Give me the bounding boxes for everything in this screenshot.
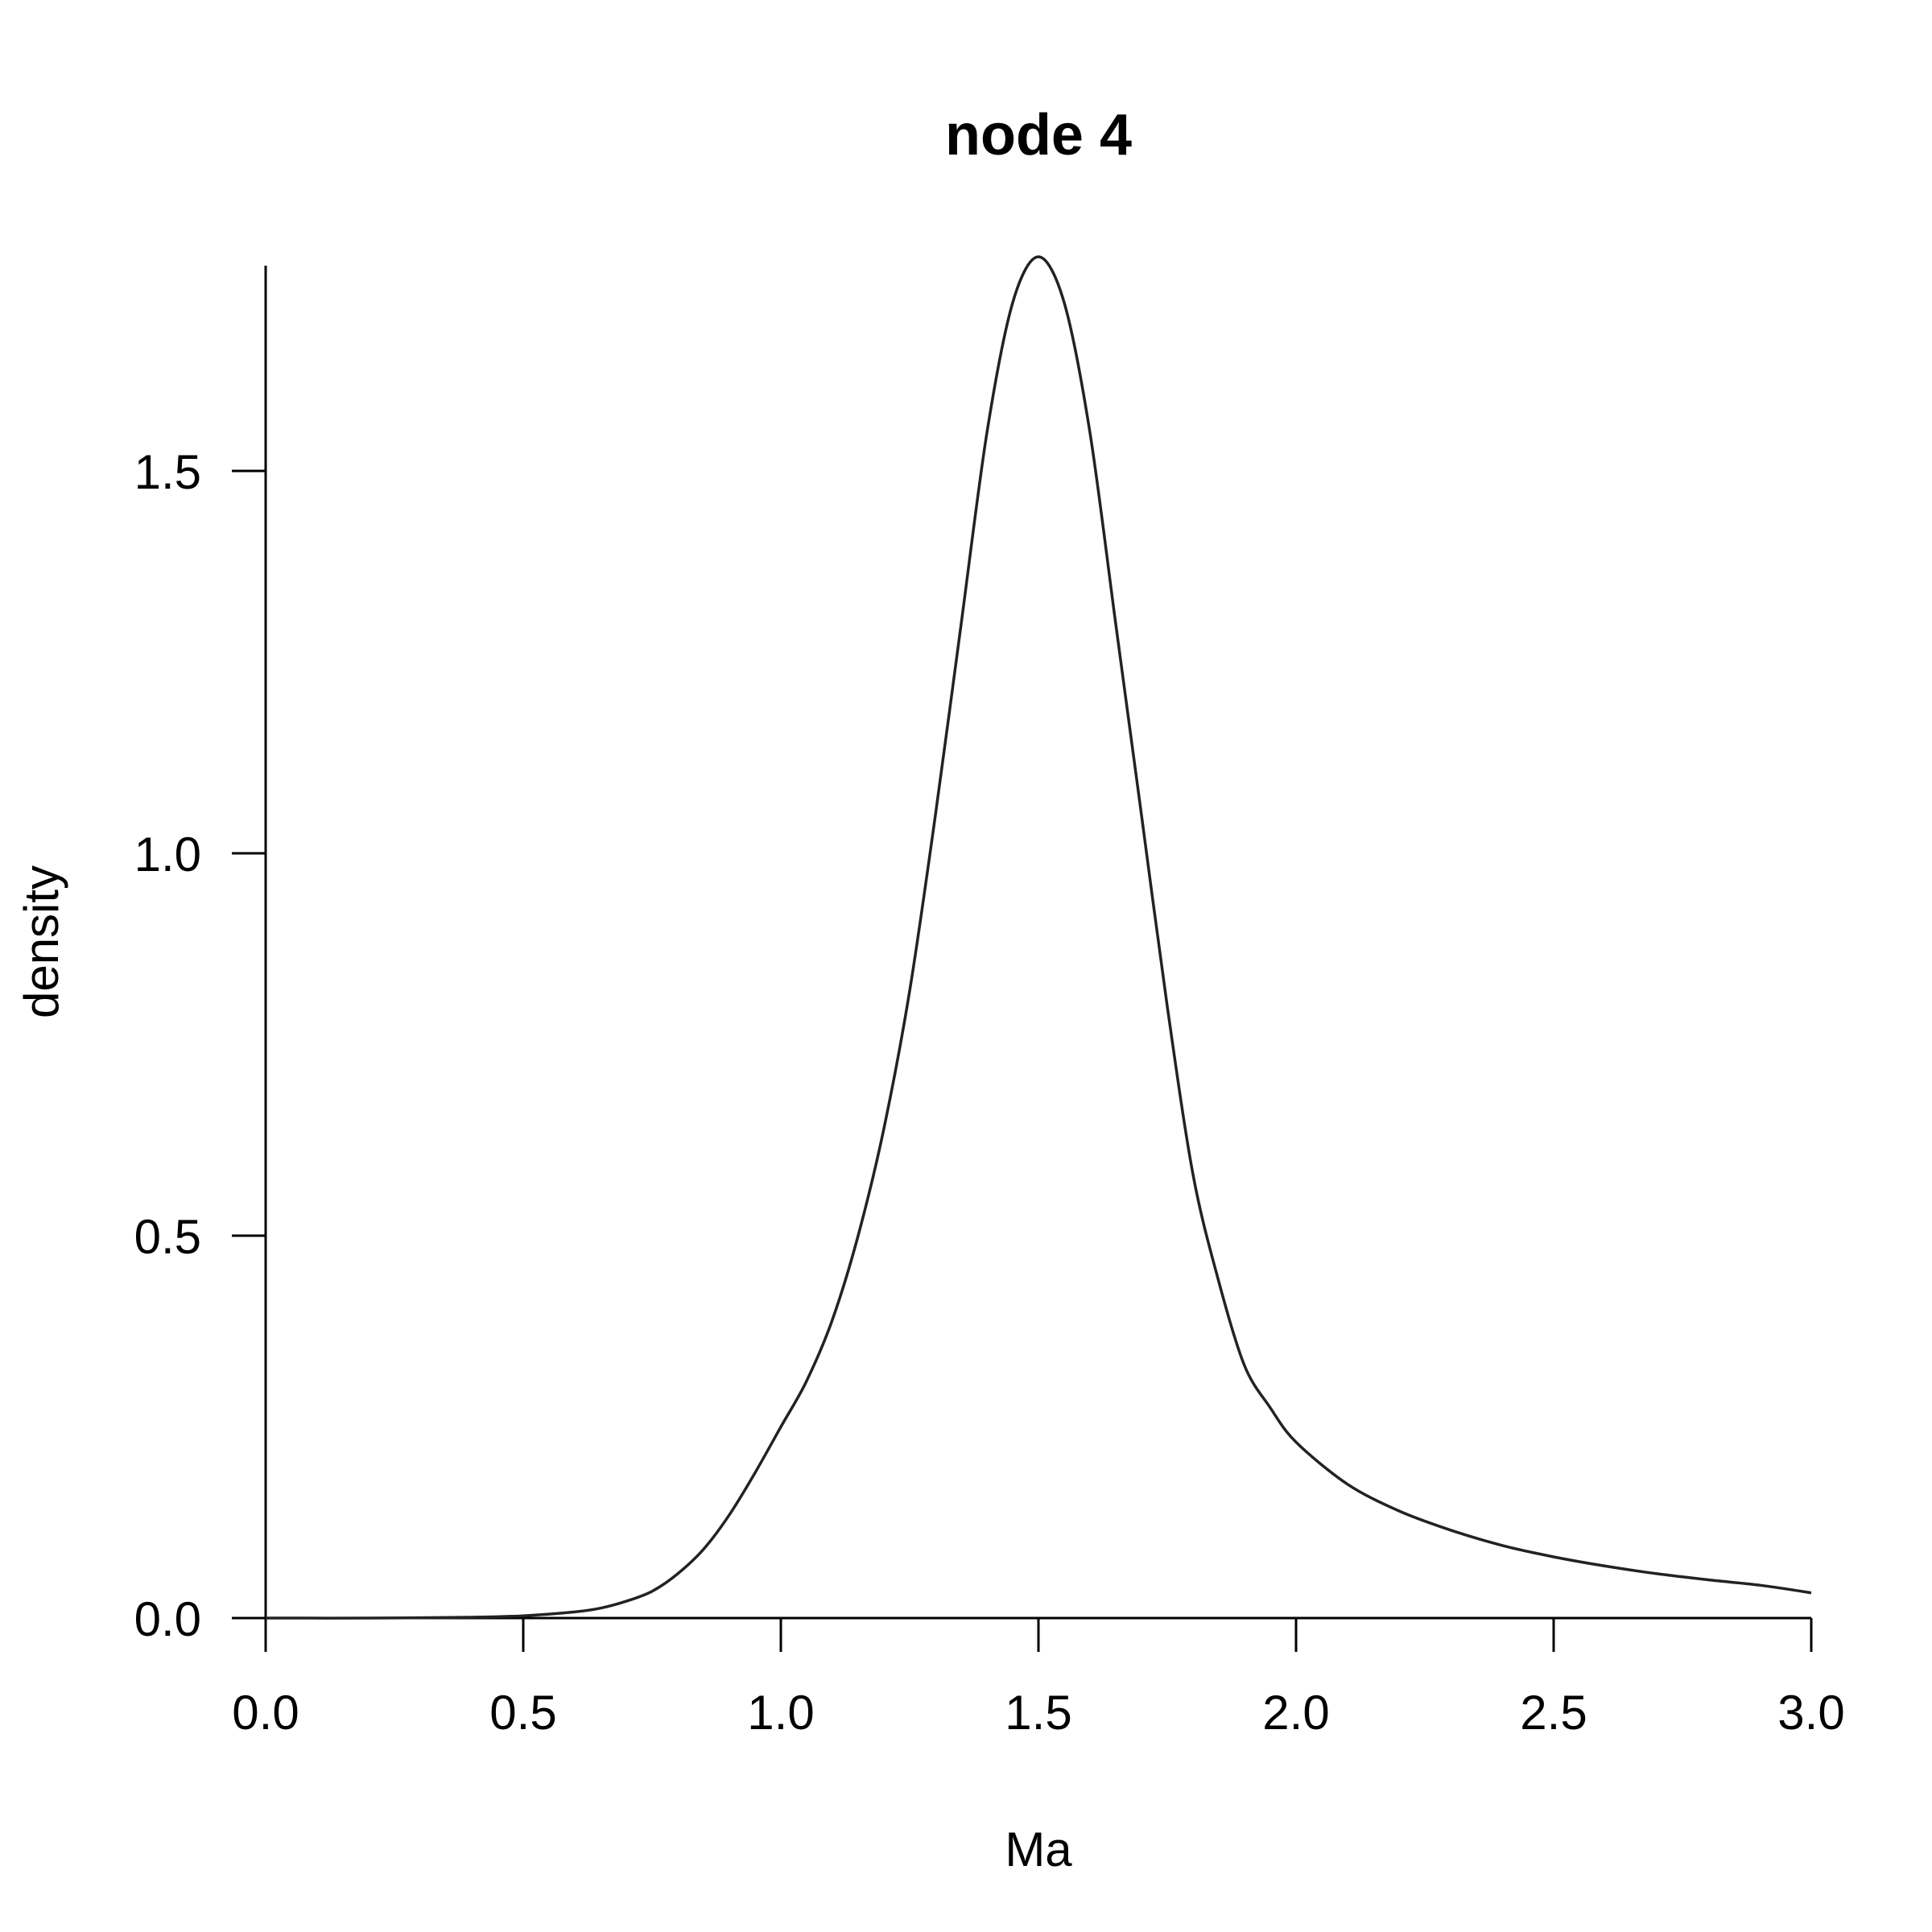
y-tick-label: 0.5 [134,1210,201,1264]
x-tick-label: 0.5 [489,1686,556,1740]
y-tick-label: 1.0 [134,828,201,881]
chart-title: node 4 [945,103,1132,167]
x-tick-label: 0.0 [232,1686,299,1740]
x-tick-label: 1.5 [1005,1686,1071,1740]
x-tick-label: 3.0 [1777,1686,1844,1740]
x-tick-label: 2.0 [1262,1686,1329,1740]
x-tick-label: 1.0 [747,1686,814,1740]
y-tick-label: 1.5 [134,445,201,499]
plot-series [265,255,1812,1620]
y-tick-label: 0.0 [134,1592,201,1646]
x-tick-label: 2.5 [1520,1686,1587,1740]
y-axis-label: density [14,865,68,1018]
density-curve [265,255,1812,1620]
x-axis: 0.0 0.5 1.0 1.5 2.0 2.5 3.0 [232,1616,1845,1740]
x-axis-label: Ma [1005,1823,1072,1876]
y-axis: 0.0 0.5 1.0 1.5 [134,266,267,1646]
